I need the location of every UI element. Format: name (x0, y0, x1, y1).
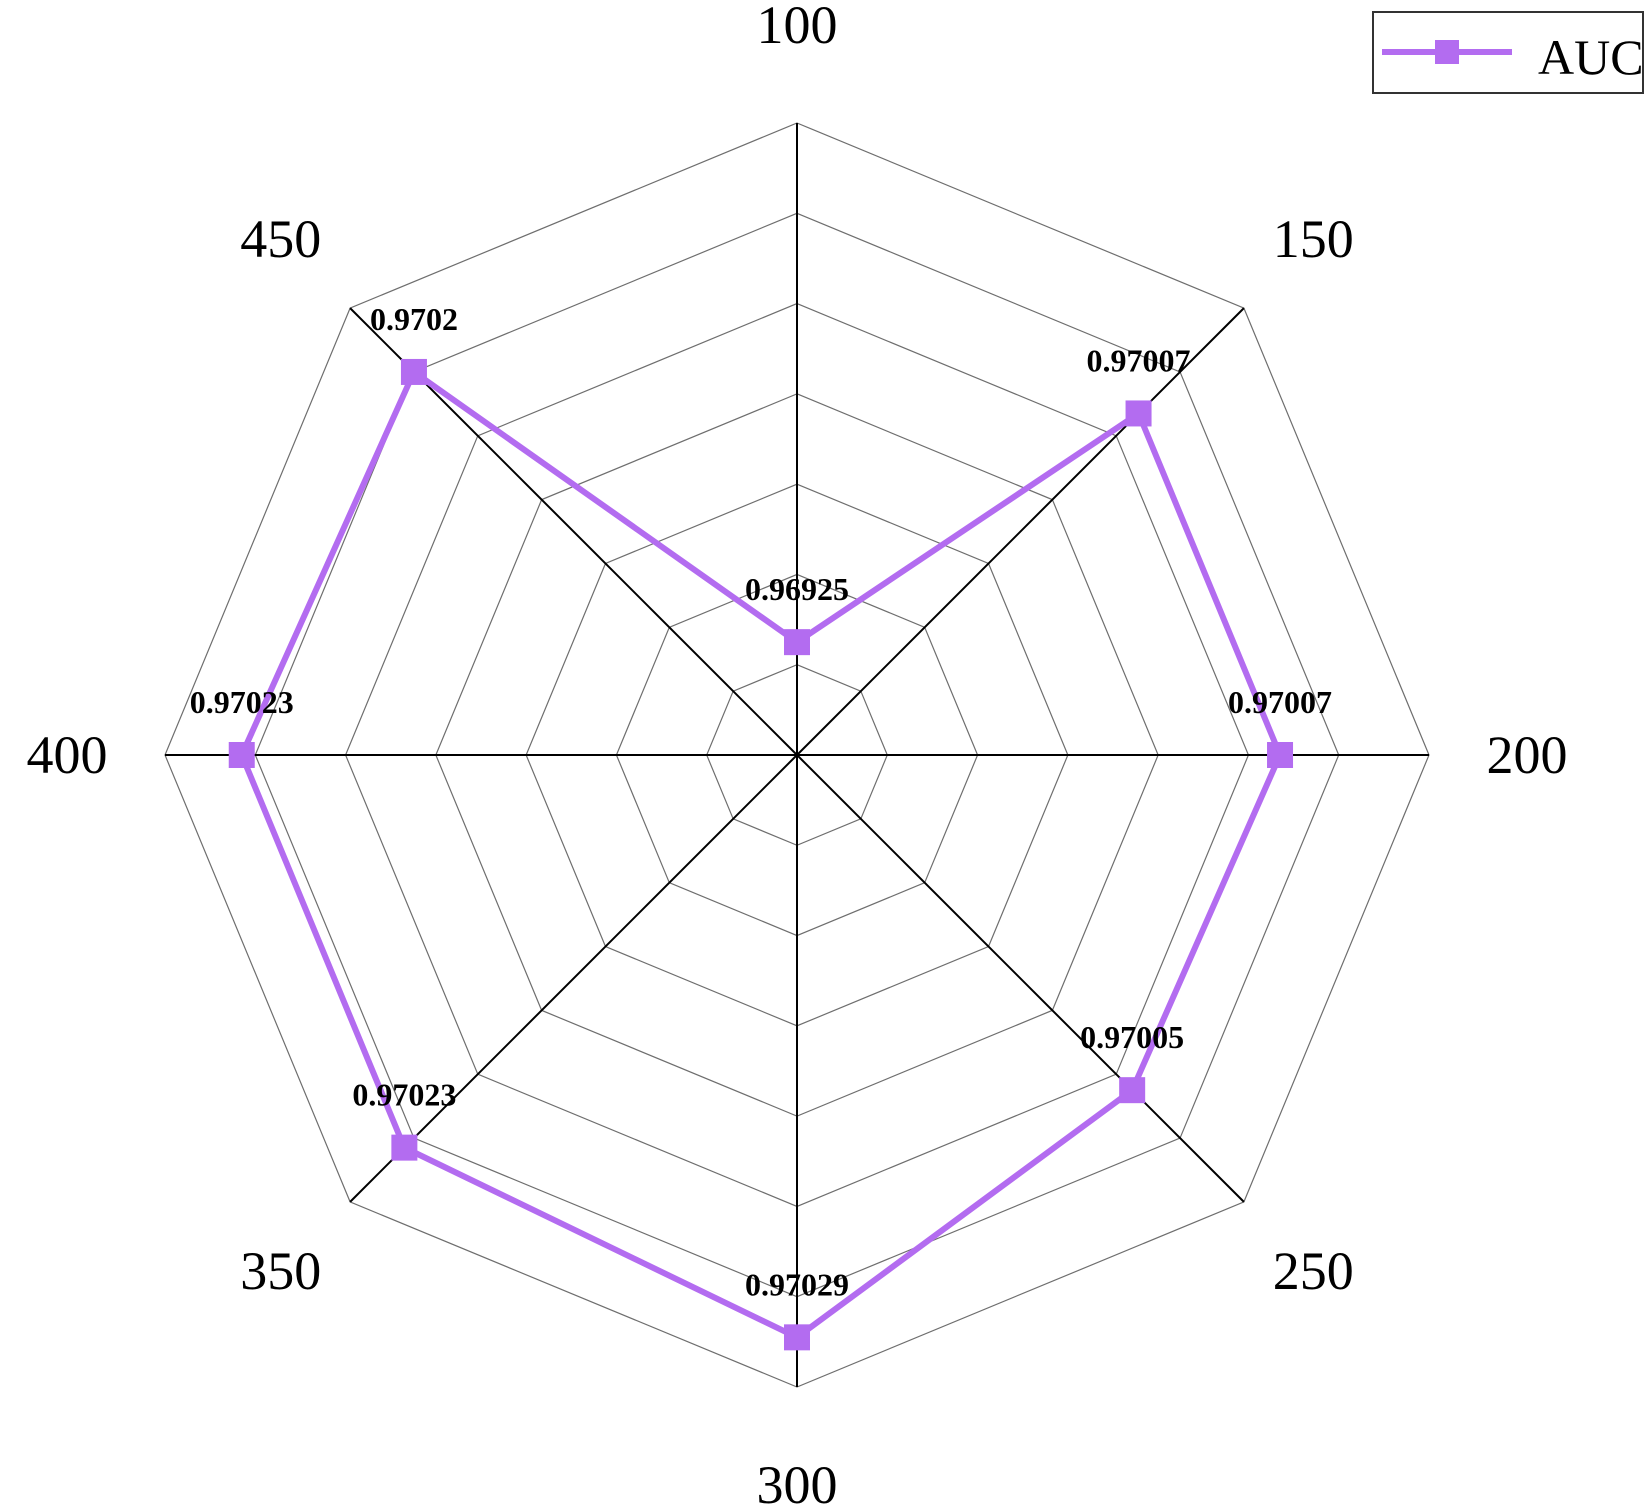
data-point-250 (1119, 1077, 1146, 1104)
spoke-250 (796, 754, 1245, 1203)
radar-spokes (165, 123, 1429, 1387)
axis-label-150: 150 (1273, 209, 1354, 269)
data-point-150 (1125, 400, 1152, 427)
axis-labels: 100 150 200 250 300 350 400 450 (27, 0, 1568, 1509)
axis-label-200: 200 (1487, 725, 1568, 785)
data-label-400: 0.97023 (190, 684, 294, 720)
data-label-150: 0.97007 (1087, 342, 1191, 378)
axis-label-300: 300 (757, 1455, 838, 1509)
data-point-400 (228, 742, 255, 768)
data-label-300: 0.97029 (745, 1266, 849, 1302)
data-label-200: 0.97007 (1228, 684, 1332, 720)
axis-label-450: 450 (240, 209, 321, 269)
data-point-300 (784, 1324, 810, 1351)
axis-label-250: 250 (1273, 1241, 1354, 1301)
spoke-150 (796, 307, 1245, 756)
data-label-350: 0.97023 (352, 1077, 456, 1113)
axis-label-100: 100 (757, 0, 838, 55)
data-label-450: 0.9702 (370, 301, 458, 337)
data-label-250: 0.97005 (1080, 1019, 1184, 1055)
legend-marker-swatch (1435, 40, 1459, 64)
data-point-200 (1267, 742, 1294, 768)
radar-series (228, 358, 1294, 1351)
legend-label: AUC (1538, 29, 1644, 85)
legend: AUC (1372, 11, 1644, 94)
data-point-450 (400, 358, 427, 385)
data-point-100 (784, 629, 810, 656)
series-line-auc (238, 368, 1284, 1341)
axis-label-400: 400 (27, 725, 108, 785)
data-point-350 (391, 1134, 418, 1161)
data-labels: 0.96925 0.97007 0.97007 0.97005 0.97029 0.970… (190, 301, 1332, 1302)
spoke-350 (349, 754, 798, 1203)
axis-label-350: 350 (240, 1241, 321, 1301)
data-label-100: 0.96925 (745, 571, 849, 607)
